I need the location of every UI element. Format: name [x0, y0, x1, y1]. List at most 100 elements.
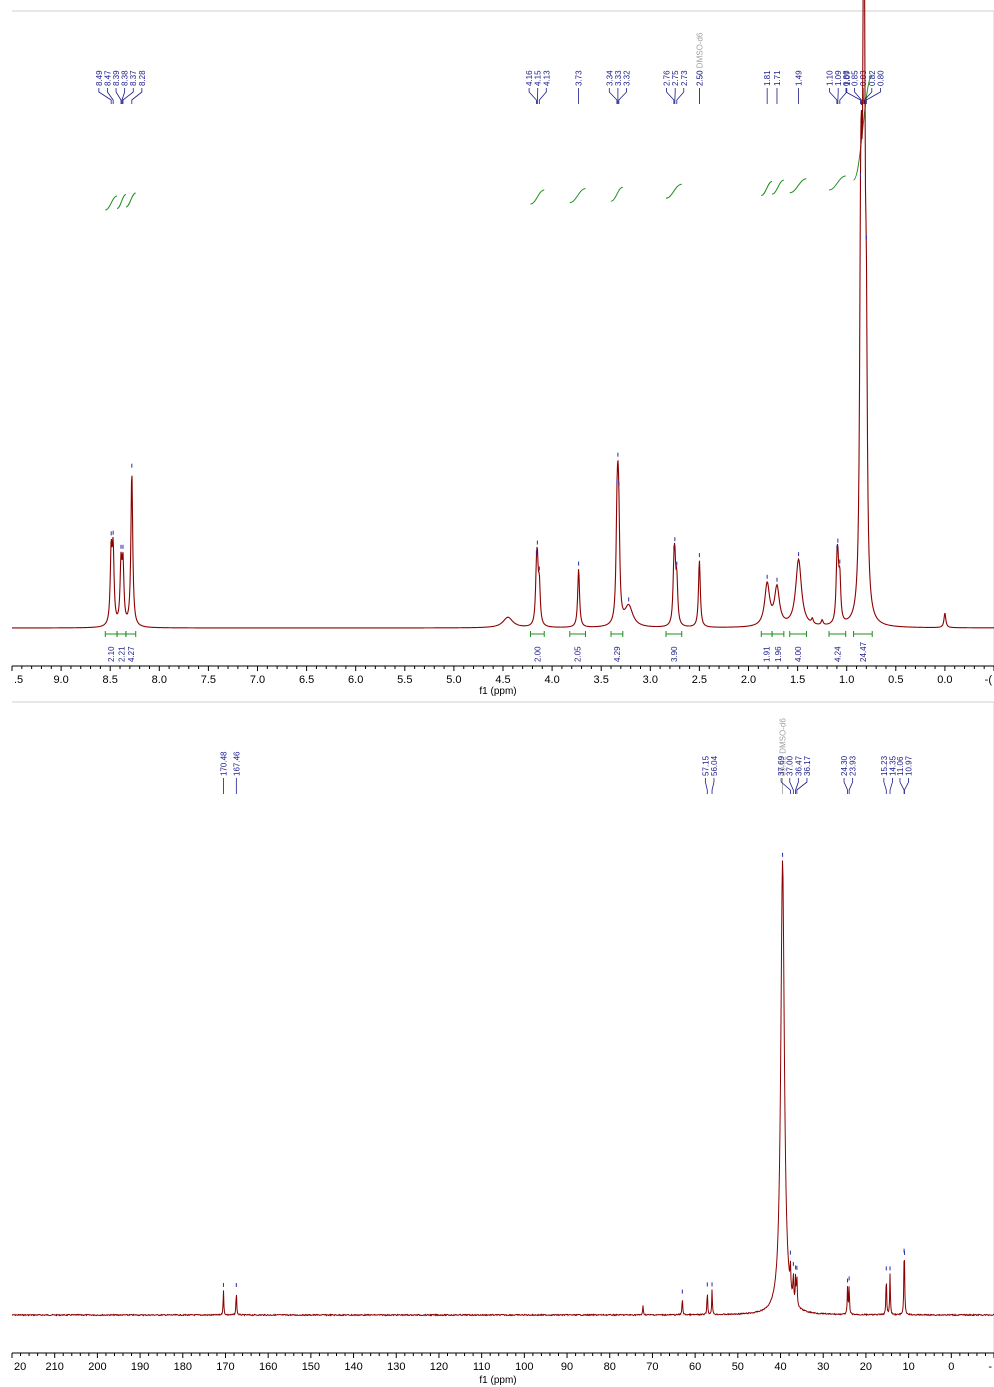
x-tick-label: 190: [131, 1361, 149, 1373]
carbon-nmr-spectrum: 170.48 167.46 57.15 56.04 39.52 DMSO-d637.69…: [11, 701, 994, 1386]
peak-label: 170.48: [219, 751, 228, 776]
peak-label: 0.82: [868, 70, 877, 86]
peak-label: 8.37: [129, 70, 138, 86]
x-tick-label: 120: [430, 1361, 448, 1373]
peak-label-connector: [845, 88, 861, 104]
integral-value: 1.96: [774, 646, 783, 662]
x-tick-label: 0.5: [888, 674, 903, 686]
peak-label: 1.49: [795, 70, 804, 86]
peak-label: 2.76: [663, 70, 672, 86]
integral-region: [529, 631, 545, 637]
peak-label: 10.97: [905, 755, 914, 776]
solvent-peak-label: 39.52 DMSO-d6: [779, 718, 788, 776]
integral-value: 4.29: [613, 646, 622, 662]
x-tick-label: 210: [46, 1361, 64, 1373]
peak-label-connector: [676, 88, 685, 104]
peak-label-connector: [98, 88, 112, 104]
integral-curve: [789, 178, 807, 194]
integral-curve: [761, 180, 773, 196]
x-tick-label: 40: [774, 1361, 786, 1373]
x-tick-label: 6.0: [348, 674, 363, 686]
peak-label-connector: [131, 88, 143, 104]
peak-label-connector: [848, 778, 854, 794]
peak-label: 1.07: [843, 70, 852, 86]
x-tick-label: .5: [14, 674, 23, 686]
peak-label: 3.34: [605, 70, 614, 86]
x-tick-label: 5.5: [397, 674, 412, 686]
peak-label-connector: [608, 88, 618, 104]
integral-value: 2.10: [107, 646, 116, 662]
integral-value: 4.00: [794, 646, 803, 662]
peak-label: 57.15: [701, 755, 710, 776]
peak-label: 2.73: [680, 70, 689, 86]
integral-curve: [610, 186, 623, 202]
peak-label: 8.28: [138, 70, 147, 86]
x-tick-label: 60: [689, 1361, 701, 1373]
peak-label-connector: [865, 88, 881, 104]
x-tick-label: 3.0: [643, 674, 658, 686]
peak-label: 1.09: [834, 70, 843, 86]
peak-label-connector: [538, 88, 547, 104]
peak-label: 0.80: [876, 70, 885, 86]
peak-label-connector: [115, 88, 122, 104]
peak-label: 2.50: [695, 70, 704, 86]
x-tick-label: 1.0: [839, 674, 854, 686]
x-tick-label: 3.5: [594, 674, 609, 686]
integral-region: [760, 631, 773, 637]
x-tick-label: 20: [860, 1361, 872, 1373]
peak-label: 1.81: [763, 70, 772, 86]
peak-label: 23.93: [849, 755, 858, 776]
peak-label: 14.35: [888, 755, 897, 776]
carbon-spectrum-trace: [11, 860, 994, 1317]
x-tick-label: 200: [88, 1361, 106, 1373]
integral-region: [116, 631, 127, 637]
integral-value: 3.90: [670, 646, 679, 662]
peak-label-connector: [796, 778, 808, 794]
integral-value: 2.00: [533, 646, 542, 662]
integral-curve: [569, 188, 586, 204]
peak-label: 37.00: [786, 755, 795, 776]
integral-curve: [771, 179, 785, 195]
peak-label-connector: [618, 88, 627, 104]
x-tick-label: 8.5: [103, 674, 118, 686]
integral-curve: [530, 189, 545, 205]
peak-label: 15.23: [880, 755, 889, 776]
peak-label: 0.86: [842, 70, 851, 86]
peak-label: 37.69: [777, 755, 786, 776]
peak-label: 36.17: [803, 755, 812, 776]
peak-label: 8.49: [95, 70, 104, 86]
x-tick-label: 1.5: [790, 674, 805, 686]
peak-label: 56.04: [710, 755, 719, 776]
integral-region: [853, 631, 873, 637]
peak-label-connector: [107, 88, 114, 104]
peak-label: 3.32: [622, 70, 631, 86]
x-tick-label: 90: [561, 1361, 573, 1373]
peak-label: 36.47: [794, 755, 803, 776]
x-tick-label: 4.5: [495, 674, 510, 686]
peak-label: 0.83: [859, 70, 868, 86]
proton-x-axis-label: f1 (ppm): [479, 686, 516, 697]
x-tick-label: 0.0: [937, 674, 952, 686]
x-tick-label: 170: [216, 1361, 234, 1373]
x-tick-label: -: [988, 1361, 992, 1373]
x-tick-label: 4.0: [544, 674, 559, 686]
peak-label: 4.13: [542, 70, 551, 86]
peak-label: 11.06: [896, 756, 905, 776]
peak-label-connector: [889, 778, 893, 794]
x-tick-label: 7.0: [250, 674, 265, 686]
peak-label-connector: [666, 88, 675, 104]
integral-value: 1.91: [763, 646, 772, 662]
proton-nmr-spectrum: 2.10 2.21 4.27 2.00 2.05 4.29 3.90 1.91 1.96 4.00…: [11, 0, 994, 697]
carbon-x-axis-label: f1 (ppm): [479, 1375, 516, 1386]
peak-label-connector: [780, 778, 791, 794]
integral-region: [125, 631, 137, 637]
x-tick-label: 110: [473, 1361, 491, 1373]
peak-label: 1.71: [773, 70, 782, 86]
peak-label-connector: [829, 88, 838, 104]
peak-label: 4.16: [525, 70, 534, 86]
x-tick-label: 70: [646, 1361, 658, 1373]
x-tick-label: 50: [732, 1361, 744, 1373]
peak-label: 8.47: [103, 70, 112, 86]
x-tick-label: 9.0: [53, 674, 68, 686]
x-tick-label: 100: [515, 1361, 533, 1373]
